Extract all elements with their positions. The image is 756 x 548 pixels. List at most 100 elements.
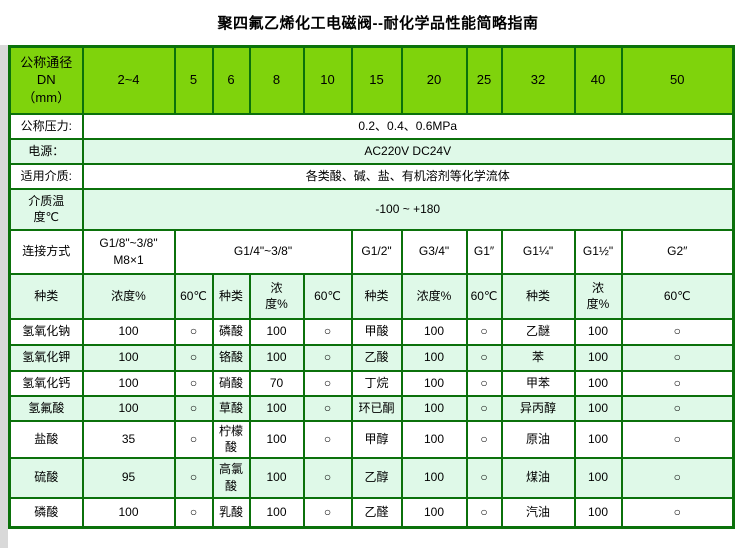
resistance-circle-cell: ○ <box>620 456 735 499</box>
resistance-circle-cell: ○ <box>302 456 353 499</box>
chem-name-cell: 乙酸 <box>350 343 403 372</box>
power-row: 电源： AC220V DC24V <box>8 137 735 165</box>
temp-value: -100 ~ +180 <box>81 187 735 231</box>
chem-header-cell: 60℃ <box>302 272 353 320</box>
concentration-cell: 100 <box>81 394 176 422</box>
connection-label: 连接方式 <box>8 228 84 275</box>
concentration-cell: 100 <box>81 317 176 346</box>
chem-name-cell: 硝酸 <box>211 369 251 397</box>
pressure-label: 公称压力: <box>8 112 84 140</box>
concentration-cell: 100 <box>248 394 305 422</box>
chem-name-cell: 氢氟酸 <box>8 394 84 422</box>
spec-table: 公称通径 DN （mm） 2~4 5 6 8 10 15 20 25 32 40… <box>8 45 735 529</box>
dn-value: 6 <box>211 45 251 115</box>
chem-name-cell: 煤油 <box>500 456 576 499</box>
dn-value: 15 <box>350 45 403 115</box>
dn-value: 8 <box>248 45 305 115</box>
concentration-cell: 100 <box>573 419 623 459</box>
chem-name-cell: 盐酸 <box>8 419 84 459</box>
left-margin-strip <box>0 45 8 548</box>
dn-value: 32 <box>500 45 576 115</box>
chem-name-cell: 硫酸 <box>8 456 84 499</box>
chem-header-cell: 浓 度% <box>248 272 305 320</box>
concentration-cell: 100 <box>81 496 176 529</box>
resistance-circle-cell: ○ <box>465 369 503 397</box>
chem-name-cell: 汽油 <box>500 496 576 529</box>
resistance-circle-cell: ○ <box>302 343 353 372</box>
concentration-cell: 100 <box>400 394 468 422</box>
resistance-circle-cell: ○ <box>620 317 735 346</box>
page-title: 聚四氟乙烯化工电磁阀--耐化学品性能简略指南 <box>217 15 539 32</box>
concentration-cell: 100 <box>81 343 176 372</box>
chem-header-cell: 种类 <box>8 272 84 320</box>
chem-name-cell: 乳酸 <box>211 496 251 529</box>
dn-row: 公称通径 DN （mm） 2~4 5 6 8 10 15 20 25 32 40… <box>8 45 735 115</box>
concentration-cell: 100 <box>573 343 623 372</box>
chem-header-cell: 浓 度% <box>573 272 623 320</box>
chem-row: 磷酸 100 ○ 乳酸 100 ○ 乙醛 100 ○ 汽油 100 ○ <box>8 496 735 529</box>
media-label: 适用介质: <box>8 162 84 190</box>
media-row: 适用介质: 各类酸、碱、盐、有机溶剂等化学流体 <box>8 162 735 190</box>
chem-row: 盐酸 35 ○ 柠檬 酸 100 ○ 甲醇 100 ○ 原油 100 ○ <box>8 419 735 459</box>
concentration-cell: 100 <box>400 343 468 372</box>
chem-name-cell: 甲苯 <box>500 369 576 397</box>
chem-name-cell: 柠檬 酸 <box>211 419 251 459</box>
resistance-circle-cell: ○ <box>620 369 735 397</box>
concentration-cell: 100 <box>248 343 305 372</box>
resistance-circle-cell: ○ <box>173 394 214 422</box>
resistance-circle-cell: ○ <box>173 317 214 346</box>
concentration-cell: 100 <box>400 456 468 499</box>
resistance-circle-cell: ○ <box>173 419 214 459</box>
concentration-cell: 100 <box>573 317 623 346</box>
resistance-circle-cell: ○ <box>620 496 735 529</box>
chem-header-cell: 种类 <box>211 272 251 320</box>
chem-header-row: 种类 浓度% 60℃ 种类 浓 度% 60℃ 种类 浓度% 60℃ 种类 浓 度… <box>8 272 735 320</box>
chem-row: 硫酸 95 ○ 高氯 酸 100 ○ 乙醇 100 ○ 煤油 100 ○ <box>8 456 735 499</box>
concentration-cell: 100 <box>573 496 623 529</box>
resistance-circle-cell: ○ <box>302 394 353 422</box>
resistance-circle-cell: ○ <box>302 496 353 529</box>
connection-value: G3/4" <box>400 228 468 275</box>
resistance-circle-cell: ○ <box>620 343 735 372</box>
chem-header-cell: 60℃ <box>465 272 503 320</box>
concentration-cell: 35 <box>81 419 176 459</box>
chem-name-cell: 磷酸 <box>211 317 251 346</box>
concentration-cell: 70 <box>248 369 305 397</box>
chem-name-cell: 乙醛 <box>350 496 403 529</box>
dn-value: 5 <box>173 45 214 115</box>
resistance-circle-cell: ○ <box>173 456 214 499</box>
connection-value: G1¼" <box>500 228 576 275</box>
resistance-circle-cell: ○ <box>465 456 503 499</box>
chem-name-cell: 乙醚 <box>500 317 576 346</box>
connection-row: 连接方式 G1/8"~3/8" M8×1 G1/4"~3/8" G1/2" G3… <box>8 228 735 275</box>
pressure-value: 0.2、0.4、0.6MPa <box>81 112 735 140</box>
chem-name-cell: 苯 <box>500 343 576 372</box>
resistance-circle-cell: ○ <box>620 419 735 459</box>
concentration-cell: 100 <box>248 419 305 459</box>
concentration-cell: 100 <box>248 456 305 499</box>
concentration-cell: 100 <box>573 369 623 397</box>
chem-name-cell: 氢氧化钾 <box>8 343 84 372</box>
chem-name-cell: 氢氧化钙 <box>8 369 84 397</box>
connection-value: G1½" <box>573 228 623 275</box>
concentration-cell: 100 <box>573 456 623 499</box>
concentration-cell: 100 <box>400 496 468 529</box>
chem-name-cell: 异丙醇 <box>500 394 576 422</box>
power-label: 电源： <box>8 137 84 165</box>
connection-value: G1/2" <box>350 228 403 275</box>
media-value: 各类酸、碱、盐、有机溶剂等化学流体 <box>81 162 735 190</box>
concentration-cell: 100 <box>400 369 468 397</box>
chem-name-cell: 磷酸 <box>8 496 84 529</box>
chem-header-cell: 浓度% <box>400 272 468 320</box>
connection-value: G1/4"~3/8" <box>173 228 353 275</box>
dn-label: 公称通径 DN （mm） <box>8 45 84 115</box>
chem-header-cell: 种类 <box>500 272 576 320</box>
chem-header-cell: 浓度% <box>81 272 176 320</box>
resistance-circle-cell: ○ <box>465 343 503 372</box>
dn-value: 20 <box>400 45 468 115</box>
resistance-circle-cell: ○ <box>465 317 503 346</box>
concentration-cell: 100 <box>400 419 468 459</box>
concentration-cell: 100 <box>248 496 305 529</box>
chem-header-cell: 种类 <box>350 272 403 320</box>
concentration-cell: 95 <box>81 456 176 499</box>
